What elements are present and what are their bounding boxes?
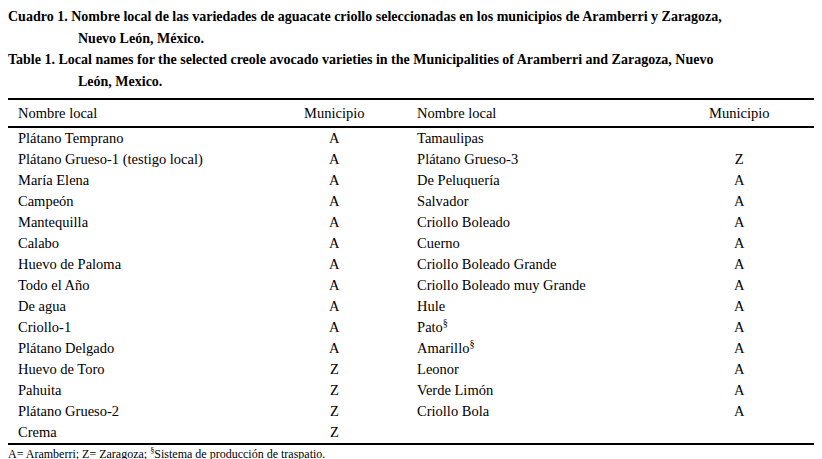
variety-name-cell: Plátano Grueso-2	[8, 401, 262, 422]
avocado-varieties-table: Nombre local Municipio Nombre local Muni…	[8, 98, 814, 445]
variety-name-cell: Criollo Boleado	[407, 212, 664, 233]
municipio-cell: A	[665, 317, 814, 338]
variety-name-cell: Salvador	[407, 191, 664, 212]
table-header: Nombre local Municipio Nombre local Muni…	[8, 99, 814, 127]
variety-name-cell: Hule	[407, 296, 664, 317]
municipio-cell: A	[665, 170, 814, 191]
variety-name-cell: Huevo de Paloma	[8, 254, 262, 275]
table-row: Plátano TempranoATamaulipas	[8, 127, 814, 149]
municipio-cell: A	[665, 233, 814, 254]
municipio-cell: Z	[262, 422, 408, 444]
table-row: CalaboACuernoA	[8, 233, 814, 254]
table-row: Plátano Grueso-2ZCriollo BolaA	[8, 401, 814, 422]
header-row: Nombre local Municipio Nombre local Muni…	[8, 99, 814, 127]
document-page: Cuadro 1. Nombre local de las variedades…	[0, 0, 822, 459]
municipio-cell	[665, 127, 814, 149]
footnote-abbreviations: A= Aramberri; Z= Zaragoza;	[8, 447, 150, 459]
variety-name-cell: Amarillo§	[407, 338, 664, 359]
variety-name-cell: Plátano Grueso-3	[407, 149, 664, 170]
municipio-cell: A	[262, 149, 408, 170]
variety-name-cell: Criollo Boleado Grande	[407, 254, 664, 275]
caption-spanish-line1: Cuadro 1. Nombre local de las variedades…	[8, 6, 814, 28]
municipio-cell: A	[665, 338, 814, 359]
variety-name-cell: Pato§	[407, 317, 664, 338]
table-row: Criollo-1APato§A	[8, 317, 814, 338]
municipio-cell: Z	[665, 149, 814, 170]
municipio-cell: A	[665, 380, 814, 401]
table-captions: Cuadro 1. Nombre local de las variedades…	[8, 6, 814, 92]
variety-name-cell: Tamaulipas	[407, 127, 664, 149]
variety-name-cell: Plátano Delgado	[8, 338, 262, 359]
variety-name-cell: Mantequilla	[8, 212, 262, 233]
municipio-cell: A	[262, 275, 408, 296]
municipio-cell: A	[262, 296, 408, 317]
municipio-cell: A	[665, 212, 814, 233]
municipio-cell	[665, 422, 814, 444]
table-row: Huevo de PalomaACriollo Boleado GrandeA	[8, 254, 814, 275]
traspatio-marker: §	[443, 317, 448, 328]
table-row: Todo el AñoACriollo Boleado muy GrandeA	[8, 275, 814, 296]
header-municipio-right: Municipio	[665, 99, 814, 127]
variety-name-cell: Huevo de Toro	[8, 359, 262, 380]
table-row: CampeónASalvadorA	[8, 191, 814, 212]
variety-name-cell: Criollo Boleado muy Grande	[407, 275, 664, 296]
table-row: De aguaAHuleA	[8, 296, 814, 317]
variety-name-cell: Todo el Año	[8, 275, 262, 296]
variety-name-cell: Plátano Temprano	[8, 127, 262, 149]
table-row: Huevo de ToroZLeonorA	[8, 359, 814, 380]
header-municipio-left: Municipio	[262, 99, 408, 127]
table-row: PahuitaZVerde LimónA	[8, 380, 814, 401]
municipio-cell: A	[262, 127, 408, 149]
municipio-cell: A	[665, 191, 814, 212]
table-row: María ElenaADe PeluqueríaA	[8, 170, 814, 191]
variety-name-cell: Criollo-1	[8, 317, 262, 338]
municipio-cell: A	[262, 191, 408, 212]
municipio-cell: A	[262, 212, 408, 233]
table-footnote: A= Aramberri; Z= Zaragoza; §Sistema de p…	[8, 447, 814, 459]
variety-name-cell: Criollo Bola	[407, 401, 664, 422]
municipio-cell: A	[665, 275, 814, 296]
variety-name-cell: Cuerno	[407, 233, 664, 254]
table-row: MantequillaACriollo BoleadoA	[8, 212, 814, 233]
municipio-cell: Z	[262, 380, 408, 401]
municipio-cell: A	[665, 401, 814, 422]
variety-name-cell: Verde Limón	[407, 380, 664, 401]
header-nombre-local-right: Nombre local	[407, 99, 664, 127]
table-row: Plátano Grueso-1 (testigo local)APlátano…	[8, 149, 814, 170]
municipio-cell: A	[665, 359, 814, 380]
traspatio-marker: §	[469, 338, 474, 349]
municipio-cell: A	[262, 338, 408, 359]
municipio-cell: A	[665, 254, 814, 275]
variety-name-cell: Campeón	[8, 191, 262, 212]
variety-name-cell: Pahuita	[8, 380, 262, 401]
caption-spanish-line2: Nuevo León, México.	[8, 28, 814, 50]
header-nombre-local-left: Nombre local	[8, 99, 262, 127]
caption-english-line2: León, Mexico.	[8, 71, 814, 93]
municipio-cell: Z	[262, 359, 408, 380]
variety-name-cell: Calabo	[8, 233, 262, 254]
municipio-cell: A	[262, 170, 408, 191]
variety-name-cell	[407, 422, 664, 444]
municipio-cell: A	[262, 254, 408, 275]
variety-name-cell: Plátano Grueso-1 (testigo local)	[8, 149, 262, 170]
caption-english-line1: Table 1. Local names for the selected cr…	[8, 49, 814, 71]
variety-name-cell: De Peluquería	[407, 170, 664, 191]
municipio-cell: A	[262, 317, 408, 338]
variety-name-cell: Leonor	[407, 359, 664, 380]
variety-name-cell: De agua	[8, 296, 262, 317]
table-row: CremaZ	[8, 422, 814, 444]
variety-name-cell: Crema	[8, 422, 262, 444]
table-body: Plátano TempranoATamaulipasPlátano Grues…	[8, 127, 814, 444]
variety-name-cell: María Elena	[8, 170, 262, 191]
table-row: Plátano DelgadoAAmarillo§A	[8, 338, 814, 359]
municipio-cell: A	[665, 296, 814, 317]
footnote-marker-definition: Sistema de producción de traspatio.	[154, 447, 325, 459]
municipio-cell: Z	[262, 401, 408, 422]
municipio-cell: A	[262, 233, 408, 254]
